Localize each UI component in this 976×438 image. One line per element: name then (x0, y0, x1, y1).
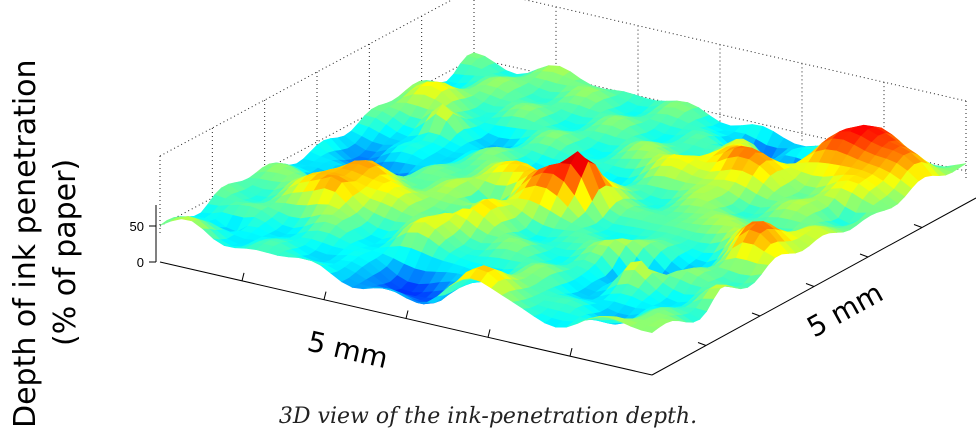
z-axis-title-line1: Depth of ink penetration (8, 59, 43, 428)
y-tick (805, 283, 815, 287)
z-axis-title-line2: (% of paper) (48, 158, 83, 346)
x-tick (405, 310, 409, 319)
figure-caption: 3D view of the ink-penetration depth. (278, 404, 698, 429)
x-tick (569, 348, 573, 357)
surface-patch (640, 325, 660, 334)
surface-mesh (159, 52, 967, 334)
x-tick (241, 272, 245, 281)
axis-ticks (241, 224, 923, 357)
y-tick (859, 253, 869, 258)
y-tick (913, 224, 923, 228)
x-tick (487, 329, 491, 338)
z-tick-label: 50 (130, 219, 144, 234)
y-tick (751, 312, 761, 317)
grid-line (159, 0, 967, 157)
y-tick (697, 342, 707, 346)
z-axis-title: Depth of ink penetration (% of paper) (0, 0, 110, 438)
z-tick-label: 0 (137, 255, 144, 270)
x-tick (323, 291, 327, 300)
z-axis (149, 205, 157, 263)
x-axis-label: 5 mm (304, 325, 391, 375)
